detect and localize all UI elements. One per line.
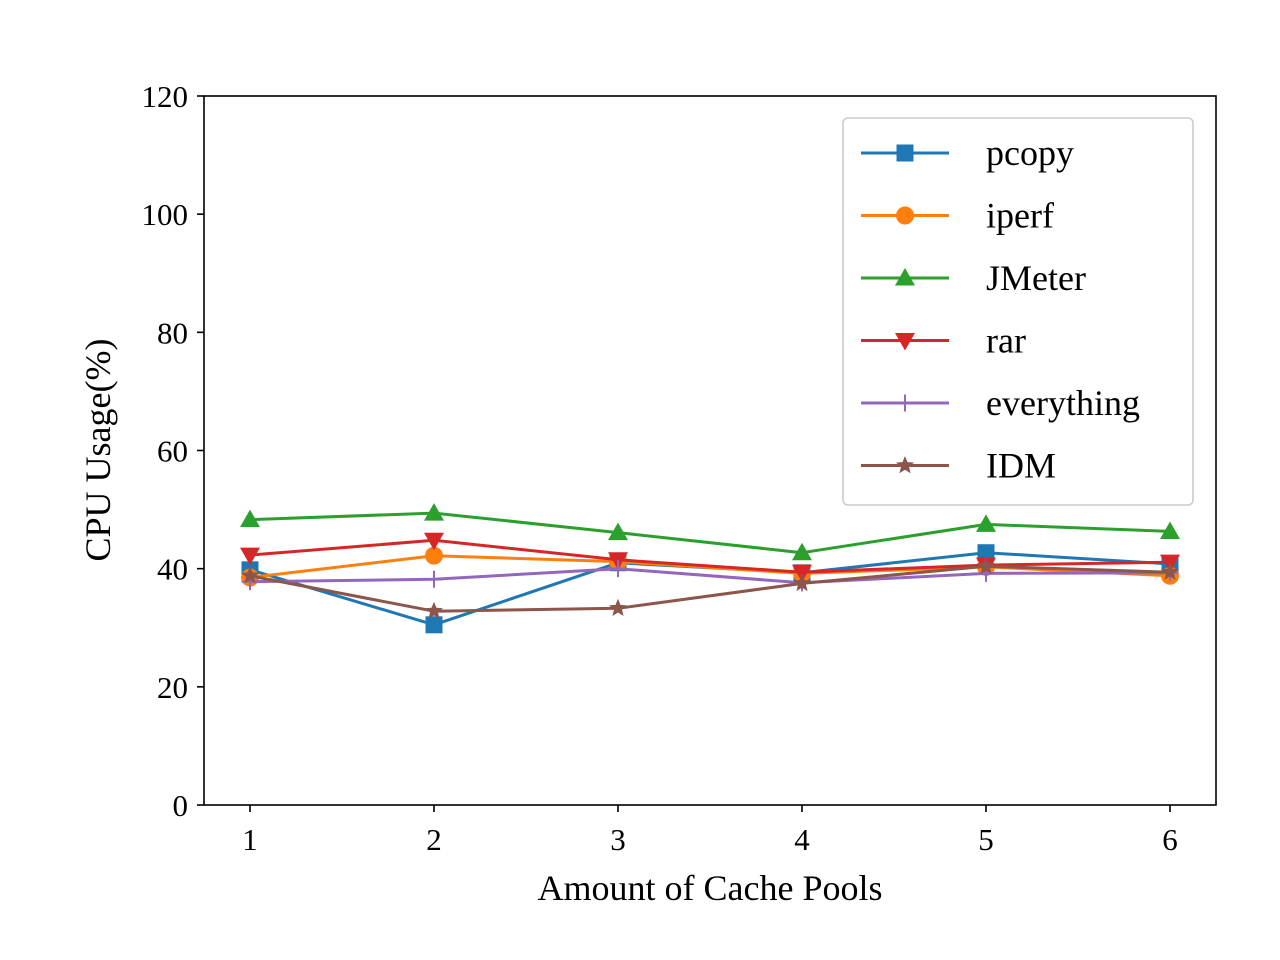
data-point-idm bbox=[1160, 562, 1180, 580]
series-line-idm bbox=[249, 564, 1171, 613]
legend-marker-pcopy bbox=[896, 144, 914, 162]
data-point-jmeter bbox=[424, 503, 444, 521]
data-point-idm bbox=[240, 566, 260, 584]
x-tick-label: 2 bbox=[426, 822, 442, 857]
data-point-idm bbox=[792, 573, 812, 592]
legend-marker-everything bbox=[896, 394, 914, 412]
legend-marker-jmeter bbox=[895, 268, 915, 286]
data-point-pcopy bbox=[425, 616, 443, 634]
legend-marker-idm bbox=[895, 456, 915, 474]
series-line-jmeter bbox=[249, 511, 1171, 555]
legend-label-rar: rar bbox=[986, 321, 1026, 361]
data-point-idm bbox=[424, 601, 444, 619]
legend-item-everything: everything bbox=[861, 383, 1140, 423]
series-line-rar bbox=[249, 538, 1171, 574]
data-point-idm bbox=[608, 598, 628, 616]
y-tick-label: 80 bbox=[157, 315, 188, 350]
legend-item-pcopy: pcopy bbox=[861, 133, 1074, 173]
data-point-everything bbox=[609, 560, 627, 578]
legend-label-idm: IDM bbox=[986, 446, 1056, 486]
y-axis: 0 20 40 60 80 100 120 bbox=[142, 79, 204, 823]
legend-item-jmeter: JMeter bbox=[861, 258, 1086, 298]
x-tick-label: 3 bbox=[610, 822, 626, 857]
data-point-pcopy bbox=[977, 544, 995, 562]
y-tick-label: 60 bbox=[157, 434, 188, 469]
y-tick-label: 20 bbox=[157, 670, 188, 705]
x-tick-label: 5 bbox=[978, 822, 994, 857]
legend-label-everything: everything bbox=[986, 383, 1140, 423]
series-line-everything bbox=[249, 567, 1171, 585]
x-tick-label: 6 bbox=[1162, 822, 1178, 857]
legend-marker-iperf bbox=[896, 206, 914, 225]
legend-label-iperf: iperf bbox=[986, 196, 1054, 236]
series-idm bbox=[240, 556, 1180, 619]
y-tick-label: 0 bbox=[173, 788, 189, 823]
legend-item-iperf: iperf bbox=[861, 196, 1054, 236]
data-point-jmeter bbox=[240, 509, 260, 528]
series-layer bbox=[240, 503, 1180, 634]
data-point-jmeter bbox=[608, 522, 628, 541]
data-point-jmeter bbox=[792, 542, 812, 561]
data-point-rar bbox=[424, 532, 444, 551]
y-tick-label: 40 bbox=[157, 552, 188, 587]
x-tick-label: 1 bbox=[242, 822, 258, 857]
legend-label-jmeter: JMeter bbox=[986, 258, 1086, 298]
x-axis-label: Amount of Cache Pools bbox=[538, 868, 883, 908]
legend-item-idm: IDM bbox=[861, 446, 1056, 486]
data-point-iperf bbox=[425, 546, 443, 565]
y-tick-label: 120 bbox=[142, 79, 189, 114]
y-tick-label: 100 bbox=[142, 197, 189, 232]
data-point-idm bbox=[976, 556, 996, 574]
legend: pcopy iperf JMeter rar everything IDM bbox=[842, 117, 1194, 506]
y-axis-label: CPU Usage(%) bbox=[78, 339, 118, 562]
data-point-jmeter bbox=[1160, 521, 1180, 539]
legend-marker-rar bbox=[895, 333, 915, 351]
legend-label-pcopy: pcopy bbox=[986, 133, 1074, 173]
series-jmeter bbox=[240, 503, 1180, 561]
x-axis: 1 2 3 4 5 6 bbox=[242, 805, 1178, 857]
data-point-jmeter bbox=[976, 514, 996, 532]
data-point-everything bbox=[425, 570, 443, 588]
data-point-rar bbox=[792, 564, 812, 583]
legend-item-rar: rar bbox=[861, 321, 1026, 361]
data-point-rar bbox=[240, 547, 260, 566]
x-tick-label: 4 bbox=[794, 822, 810, 857]
